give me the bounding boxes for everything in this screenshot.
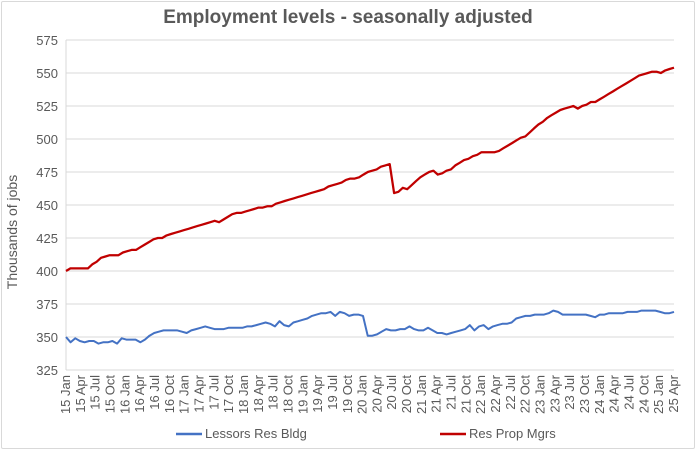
x-tick-label: 22 Oct — [518, 375, 533, 414]
y-tick-label: 525 — [36, 99, 58, 114]
chart-title: Employment levels - seasonally adjusted — [163, 7, 533, 28]
x-tick-label: 19 Apr — [310, 374, 325, 412]
x-tick-label: 15 Oct — [103, 375, 118, 414]
x-tick-label: 24 Jan — [592, 375, 607, 414]
x-tick-label: 20 Oct — [399, 375, 414, 414]
y-axis-label: Thousands of jobs — [4, 175, 20, 289]
x-tick-label: 19 Jan — [295, 375, 310, 414]
series-line-res-prop-mgrs — [65, 66, 675, 272]
x-tick-label: 22 Jan — [473, 375, 488, 414]
y-tick-label: 450 — [36, 198, 58, 213]
x-tick-label: 18 Oct — [280, 375, 295, 414]
y-tick-label: 375 — [36, 297, 58, 312]
x-tick-label: 16 Oct — [162, 375, 177, 414]
y-tick-label: 400 — [36, 264, 58, 279]
x-tick-label: 16 Jul — [147, 375, 162, 410]
x-tick-label: 24 Jul — [622, 375, 637, 410]
x-tick-label: 15 Jan — [58, 375, 73, 414]
x-tick-label: 19 Oct — [340, 375, 355, 414]
x-tick-label: 24 Oct — [636, 375, 651, 414]
x-tick-label: 19 Jul — [325, 375, 340, 410]
series-lines — [65, 66, 675, 345]
y-tick-label: 550 — [36, 66, 58, 81]
legend-label: Lessors Res Bldg — [205, 426, 307, 441]
y-tick-label: 325 — [36, 363, 58, 378]
y-tick-label: 575 — [36, 33, 58, 48]
x-tick-label: 20 Apr — [369, 374, 384, 412]
x-tick-label: 21 Apr — [429, 374, 444, 412]
legend-label: Res Prop Mgrs — [469, 426, 556, 441]
x-tick-label: 17 Oct — [221, 375, 236, 414]
y-tick-label: 350 — [36, 330, 58, 345]
x-tick-label: 21 Jul — [444, 375, 459, 410]
x-tick-label: 21 Oct — [458, 375, 473, 414]
x-tick-label: 22 Jul — [503, 375, 518, 410]
x-tick-label: 15 Apr — [73, 374, 88, 412]
x-tick-label: 15 Jul — [88, 375, 103, 410]
x-tick-label: 24 Apr — [607, 374, 622, 412]
x-tick-label: 23 Jan — [533, 375, 548, 414]
x-tick-label: 17 Apr — [192, 374, 207, 412]
y-tick-label: 475 — [36, 165, 58, 180]
x-tick-label: 25 Jan — [651, 375, 666, 414]
series-line-lessors-res-bldg — [65, 309, 675, 345]
x-tick-label: 25 Apr — [666, 374, 681, 412]
x-tick-label: 20 Jul — [384, 375, 399, 410]
x-tick-label: 17 Jan — [177, 375, 192, 414]
x-tick-label: 16 Jan — [117, 375, 132, 414]
x-tick-label: 21 Jan — [414, 375, 429, 414]
x-tick-label: 23 Oct — [577, 375, 592, 414]
y-tick-label: 500 — [36, 132, 58, 147]
x-tick-label: 20 Jan — [355, 375, 370, 414]
x-tick-label: 17 Jul — [206, 375, 221, 410]
x-tick-label: 18 Jul — [266, 375, 281, 410]
grid-lines — [65, 39, 674, 371]
x-tick-label: 16 Apr — [132, 374, 147, 412]
x-tick-label: 22 Apr — [488, 374, 503, 412]
x-axis-ticks: 15 Jan 15 Apr 15 Jul 15 Oct 16 Jan 16 Apr 16 J… — [58, 374, 681, 414]
x-tick-label: 18 Jan — [236, 375, 251, 414]
x-tick-label: 23 Apr — [547, 374, 562, 412]
y-axis-ticks: 325 350 375 400 425 450 475 500 525 550 575 — [36, 33, 58, 378]
y-tick-label: 425 — [36, 231, 58, 246]
legend: Lessors Res Bldg Res Prop Mgrs — [176, 426, 556, 441]
x-tick-label: 23 Jul — [562, 375, 577, 410]
x-tick-label: 18 Apr — [251, 374, 266, 412]
